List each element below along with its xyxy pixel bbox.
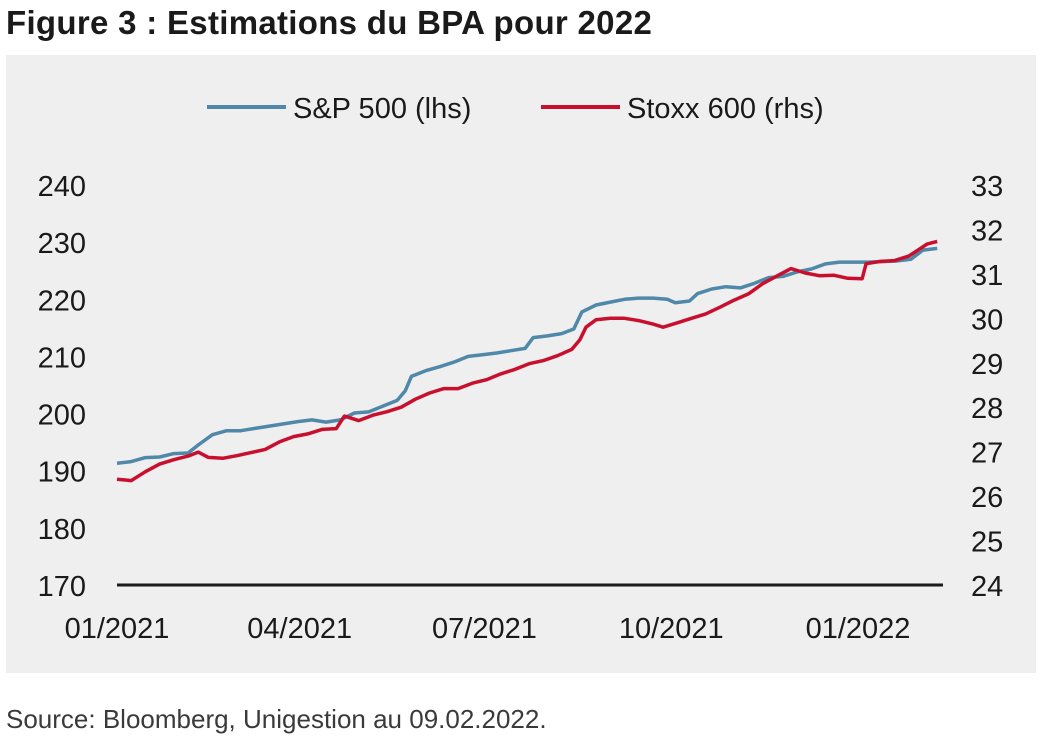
y-right-tick-label: 24 <box>971 571 1003 603</box>
x-axis-ticks: 01/2021 04/2021 07/2021 10/2021 01/2022 <box>65 613 911 645</box>
x-tick-label: 10/2021 <box>619 613 724 645</box>
eps-line-chart: S&P 500 (lhs) Stoxx 600 (rhs) 170 180 190 2… <box>38 93 1004 645</box>
legend-label-sp500: S&P 500 (lhs) <box>293 93 471 125</box>
right-axis-ticks: 24 25 26 27 28 29 30 31 32 33 <box>971 171 1003 603</box>
figure-title: Figure 3 : Estimations du BPA pour 2022 <box>6 4 653 41</box>
y-right-tick-label: 26 <box>971 482 1003 514</box>
x-tick-label: 04/2021 <box>247 613 352 645</box>
y-left-tick-label: 240 <box>38 171 86 203</box>
y-left-tick-label: 210 <box>38 342 86 374</box>
series-line-stoxx600 <box>116 239 938 483</box>
y-right-tick-label: 25 <box>971 527 1003 559</box>
source-note: Source: Bloomberg, Unigestion au 09.02.2… <box>6 704 547 734</box>
y-left-tick-label: 170 <box>38 571 86 603</box>
y-right-tick-label: 27 <box>971 438 1003 470</box>
y-left-tick-label: 180 <box>38 514 86 546</box>
y-left-tick-label: 200 <box>38 400 86 432</box>
y-left-tick-label: 230 <box>38 228 86 260</box>
y-right-tick-label: 29 <box>971 349 1003 381</box>
legend: S&P 500 (lhs) Stoxx 600 (rhs) <box>207 93 824 125</box>
y-left-tick-label: 190 <box>38 457 86 489</box>
x-tick-label: 01/2021 <box>65 613 170 645</box>
y-right-tick-label: 31 <box>971 260 1003 292</box>
legend-label-stoxx600: Stoxx 600 (rhs) <box>627 93 824 125</box>
y-left-tick-label: 220 <box>38 285 86 317</box>
chart-panel: S&P 500 (lhs) Stoxx 600 (rhs) 170 180 190 2… <box>6 55 1036 673</box>
x-tick-label: 07/2021 <box>432 613 537 645</box>
y-right-tick-label: 30 <box>971 304 1003 336</box>
series-line-sp500 <box>116 246 938 466</box>
left-axis-ticks: 170 180 190 200 210 220 230 240 <box>38 171 86 603</box>
y-right-tick-label: 33 <box>971 171 1003 203</box>
x-tick-label: 01/2022 <box>806 613 911 645</box>
y-right-tick-label: 28 <box>971 393 1003 425</box>
y-right-tick-label: 32 <box>971 215 1003 247</box>
